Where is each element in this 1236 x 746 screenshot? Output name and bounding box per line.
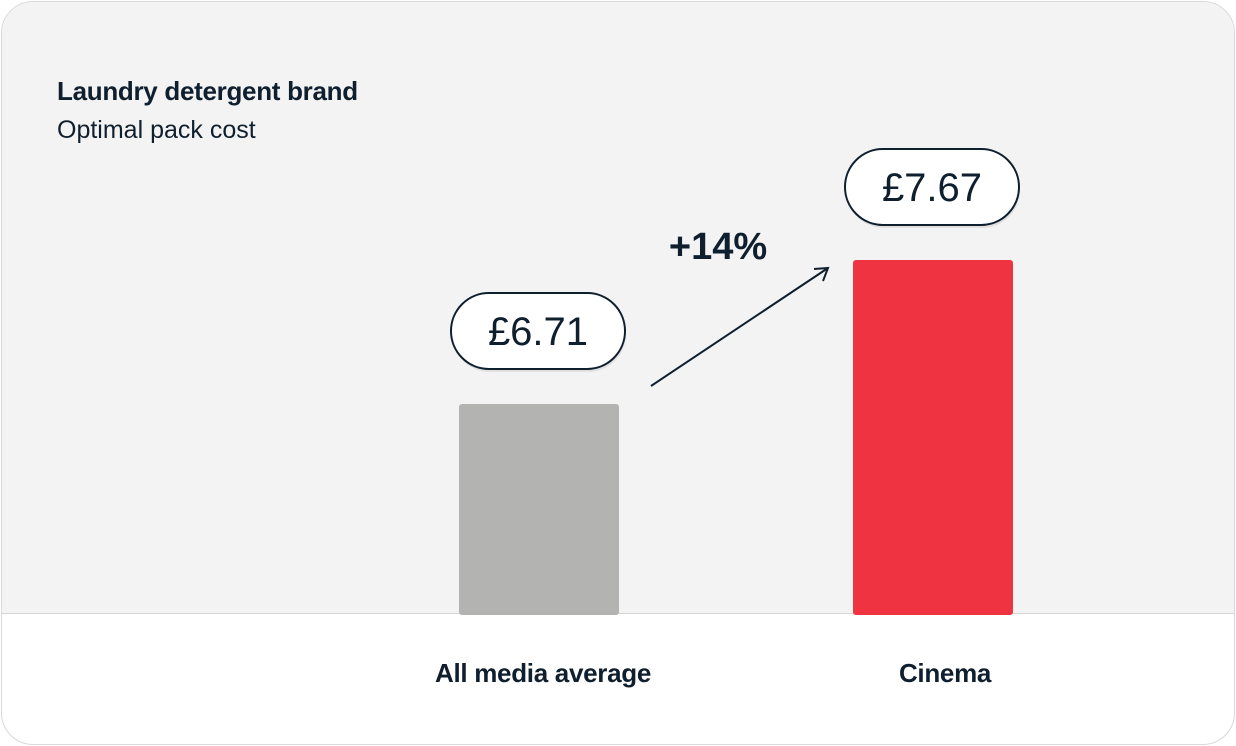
bar-all-media-average [459, 404, 619, 615]
category-label-cinema: Cinema [898, 658, 992, 688]
category-label-all-media-average: All media average [434, 658, 651, 688]
chart-title: Laundry detergent brand [57, 76, 358, 106]
value-label-text: £6.71 [488, 310, 588, 354]
value-label-text: £7.67 [882, 166, 982, 210]
value-label-0: £6.71 [450, 292, 626, 372]
growth-annotation: +14% [669, 226, 767, 268]
value-label-1: £7.67 [844, 148, 1020, 228]
bar-cinema [853, 260, 1013, 615]
chart-subtitle: Optimal pack cost [57, 116, 256, 144]
growth-arrow [650, 266, 830, 387]
